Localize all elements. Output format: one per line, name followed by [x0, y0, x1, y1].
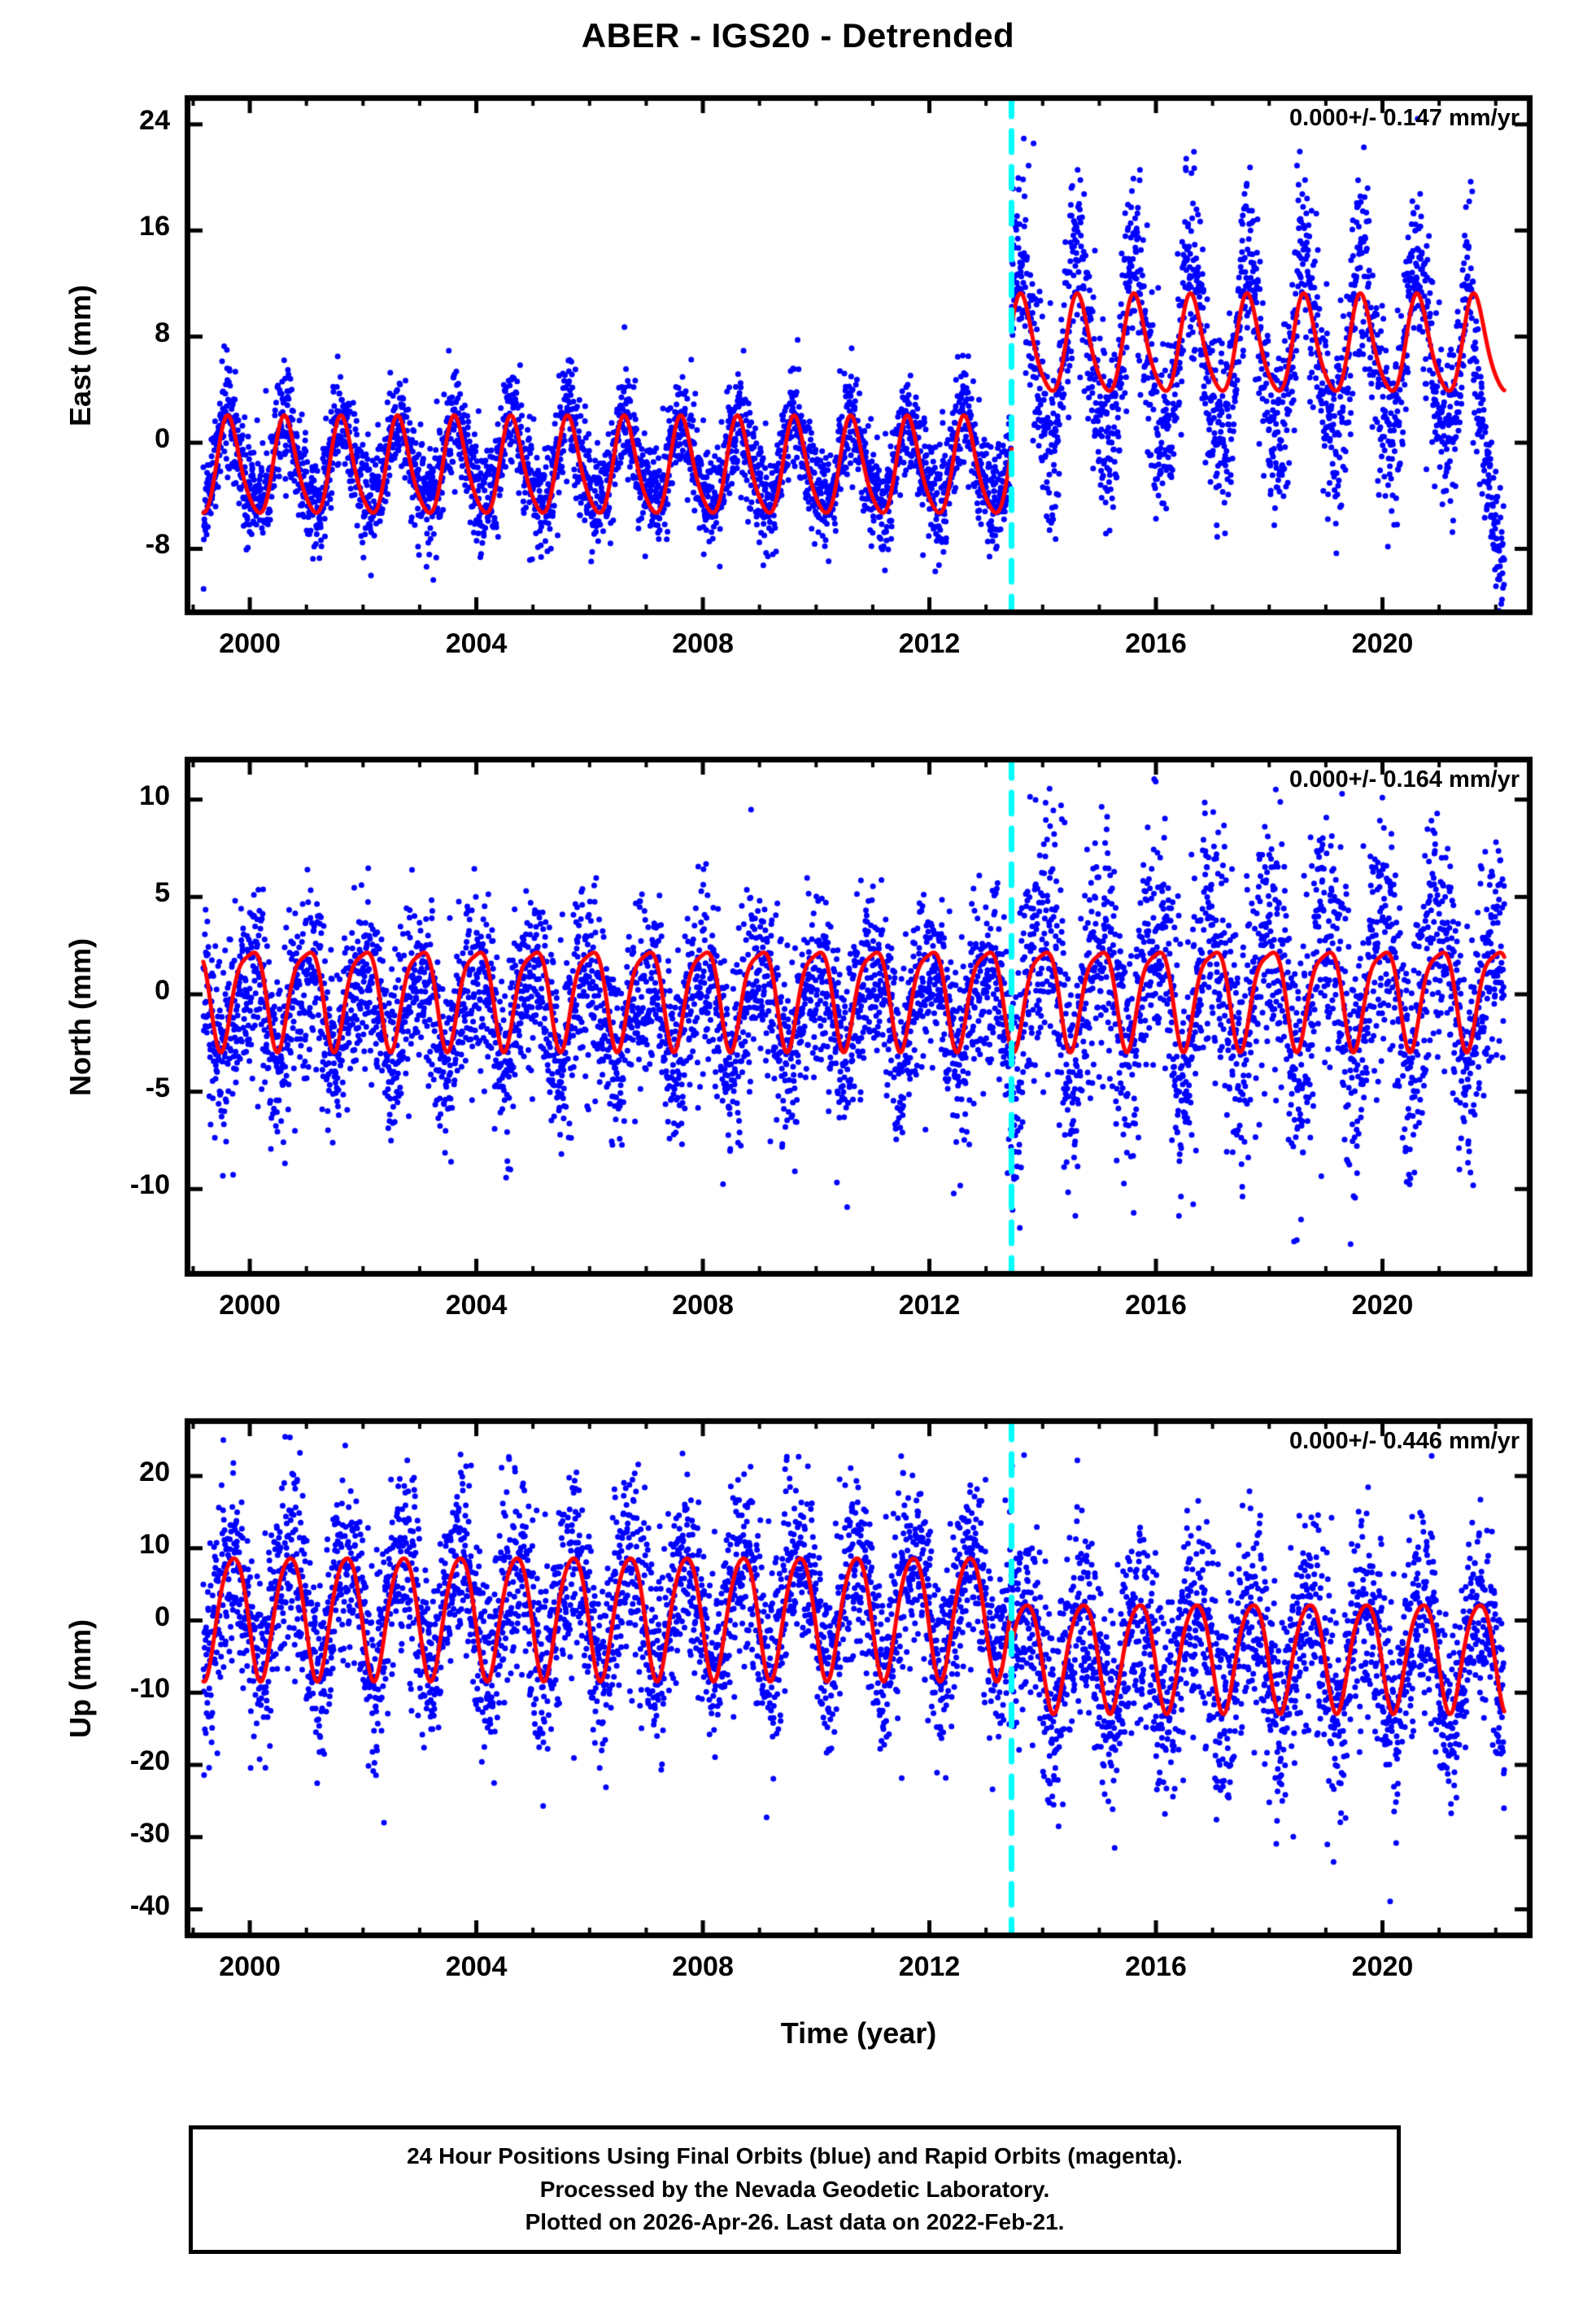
- ytick-label-up--10: -10: [129, 1673, 170, 1705]
- ytick-label-east-24: 24: [139, 104, 170, 136]
- xtick-label-up-2020: 2020: [1351, 1951, 1414, 1982]
- ytick-label-up--20: -20: [129, 1745, 170, 1776]
- ytick-label-north--5: -5: [145, 1072, 170, 1103]
- footer-line-2: Processed by the Nevada Geodetic Laborat…: [539, 2176, 1050, 2202]
- footer-caption-box: 24 Hour Positions Using Final Orbits (bl…: [189, 2125, 1401, 2254]
- rate-annotation-east: 0.000+/- 0.147 mm/yr: [1289, 105, 1520, 131]
- footer-line-3: Plotted on 2026-Apr-26. Last data on 202…: [525, 2209, 1065, 2235]
- xtick-label-east-2008: 2008: [672, 628, 734, 659]
- yaxis-title-up: Up (mm): [63, 1618, 97, 1738]
- xtick-label-north-2000: 2000: [219, 1290, 281, 1321]
- ytick-label-north-0: 0: [155, 974, 170, 1006]
- ytick-label-east-16: 16: [139, 211, 170, 242]
- xtick-label-north-2008: 2008: [672, 1290, 734, 1321]
- footer-line-1: 24 Hour Positions Using Final Orbits (bl…: [407, 2143, 1183, 2169]
- ytick-label-east-0: 0: [155, 423, 170, 455]
- xtick-label-east-2012: 2012: [898, 628, 961, 659]
- xtick-label-north-2016: 2016: [1125, 1290, 1187, 1321]
- xtick-label-up-2012: 2012: [898, 1951, 961, 1982]
- ytick-label-up-0: 0: [155, 1601, 170, 1632]
- xtick-label-up-2000: 2000: [219, 1951, 281, 1982]
- xtick-label-north-2020: 2020: [1351, 1290, 1414, 1321]
- xtick-label-east-2004: 2004: [445, 628, 508, 659]
- ytick-label-east-8: 8: [155, 317, 170, 348]
- ytick-label-up--40: -40: [129, 1889, 170, 1921]
- xtick-label-east-2000: 2000: [219, 628, 281, 659]
- xaxis-title: Time (year): [780, 2016, 937, 2050]
- ytick-label-up--30: -30: [129, 1817, 170, 1849]
- xtick-label-up-2008: 2008: [672, 1951, 734, 1982]
- page-title: ABER - IGS20 - Detrended: [581, 16, 1015, 55]
- ytick-label-up-10: 10: [139, 1528, 170, 1560]
- xtick-label-east-2016: 2016: [1125, 628, 1187, 659]
- xtick-label-east-2020: 2020: [1351, 628, 1414, 659]
- yaxis-title-east: East (mm): [63, 284, 97, 426]
- ytick-label-east--8: -8: [145, 529, 170, 561]
- ytick-label-north-5: 5: [155, 877, 170, 909]
- xtick-label-up-2016: 2016: [1125, 1951, 1187, 1982]
- rate-annotation-up: 0.000+/- 0.446 mm/yr: [1289, 1428, 1520, 1454]
- xtick-label-north-2004: 2004: [445, 1290, 508, 1321]
- xtick-label-up-2004: 2004: [445, 1951, 508, 1982]
- xtick-label-north-2012: 2012: [898, 1290, 961, 1321]
- ytick-label-up-20: 20: [139, 1457, 170, 1487]
- rate-annotation-north: 0.000+/- 0.164 mm/yr: [1289, 766, 1520, 793]
- ytick-label-north-10: 10: [139, 780, 170, 811]
- ytick-label-north--10: -10: [129, 1169, 170, 1201]
- yaxis-title-north: North (mm): [63, 937, 97, 1096]
